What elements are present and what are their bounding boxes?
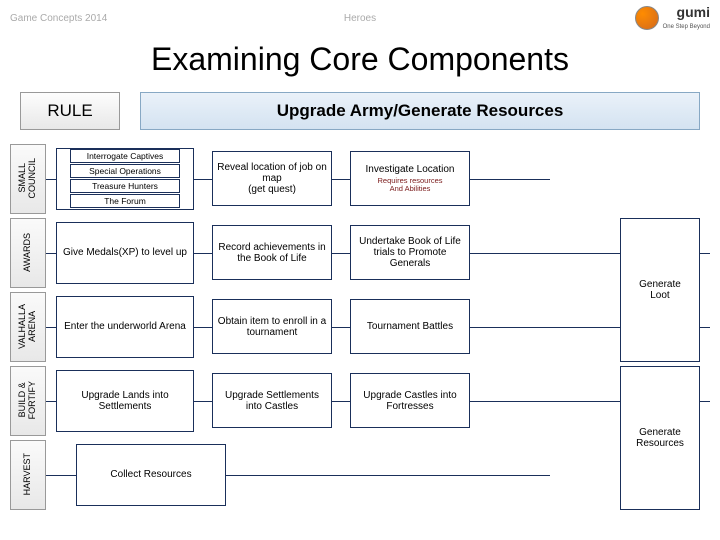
sub-treasure: Treasure Hunters — [70, 179, 180, 193]
cell-tournament: Tournament Battles — [350, 299, 470, 354]
logo-sub: One Step Beyond — [663, 24, 710, 30]
cell-fortresses: Upgrade Castles into Fortresses — [350, 373, 470, 428]
cell-medals: Give Medals(XP) to level up — [56, 222, 194, 284]
cell-sc-actions: Interrogate Captives Special Operations … — [56, 148, 194, 210]
upgrade-box: Upgrade Army/Generate Resources — [140, 92, 700, 130]
logo-text: gumi — [677, 4, 710, 20]
header-center: Heroes — [243, 13, 476, 24]
row-build: Upgrade Lands into Settlements Upgrade S… — [46, 366, 710, 436]
rows-container: Interrogate Captives Special Operations … — [46, 144, 710, 514]
page-title: Examining Core Components — [0, 41, 720, 78]
cat-valhalla: VALHALLAARENA — [10, 292, 46, 362]
row-harvest: Collect Resources — [46, 440, 710, 510]
top-row: RULE Upgrade Army/Generate Resources — [0, 92, 720, 144]
cell-arena: Enter the underworld Arena — [56, 296, 194, 358]
sub-interrogate: Interrogate Captives — [70, 149, 180, 163]
cell-book: Record achievements in the Book of Life — [212, 225, 332, 280]
end-loot: GenerateLoot — [620, 218, 700, 362]
cell-enroll: Obtain item to enroll in a tournament — [212, 299, 332, 354]
row-small-council: Interrogate Captives Special Operations … — [46, 144, 710, 214]
row-awards: Give Medals(XP) to level up Record achie… — [46, 218, 710, 288]
cat-build: BUILD &FORTIFY — [10, 366, 46, 436]
sub-special-ops: Special Operations — [70, 164, 180, 178]
cell-reveal: Reveal location of job on map(get quest) — [212, 151, 332, 206]
header-bar: Game Concepts 2014 Heroes gumi One Step … — [0, 0, 720, 37]
rule-box: RULE — [20, 92, 120, 130]
cell-investigate: Investigate Location Requires resourcesA… — [350, 151, 470, 206]
end-resources: GenerateResources — [620, 366, 700, 510]
sub-forum: The Forum — [70, 194, 180, 208]
cat-awards: AWARDS — [10, 218, 46, 288]
header-logo: gumi One Step Beyond — [477, 4, 710, 33]
header-left: Game Concepts 2014 — [10, 13, 243, 24]
diagram-grid: SMALLCOUNCIL AWARDS VALHALLAARENA BUILD … — [0, 144, 720, 514]
cell-collect: Collect Resources — [76, 444, 226, 506]
cat-small-council: SMALLCOUNCIL — [10, 144, 46, 214]
row-valhalla: Enter the underworld Arena Obtain item t… — [46, 292, 710, 362]
logo-icon — [635, 6, 659, 30]
cell-trials: Undertake Book of Life trials to Promote… — [350, 225, 470, 280]
cell-settlements: Upgrade Settlements into Castles — [212, 373, 332, 428]
cell-lands: Upgrade Lands into Settlements — [56, 370, 194, 432]
category-labels: SMALLCOUNCIL AWARDS VALHALLAARENA BUILD … — [10, 144, 46, 514]
cat-harvest: HARVEST — [10, 440, 46, 510]
